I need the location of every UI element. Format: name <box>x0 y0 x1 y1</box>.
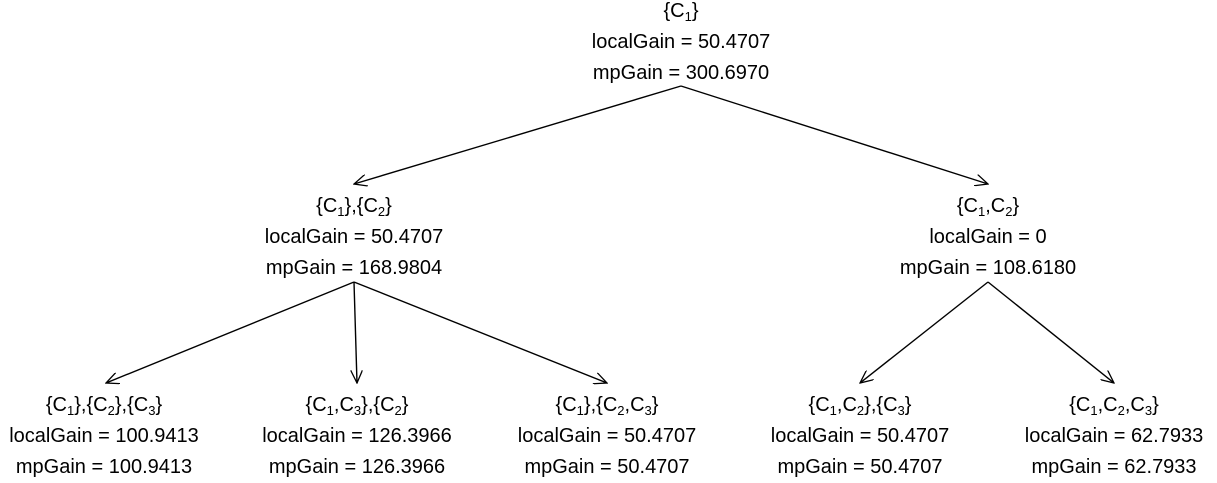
tree-node-root: {C1} localGain = 50.4707 mpGain = 300.69… <box>561 0 801 89</box>
tree-node-right-left: {C1,C2},{C3} localGain = 50.4707 mpGain … <box>740 390 980 483</box>
tree-node-left-middle: {C1,C3},{C2} localGain = 126.3966 mpGain… <box>237 390 477 483</box>
tree-node-right: {C1,C2} localGain = 0 mpGain = 108.6180 <box>868 191 1108 284</box>
node-set-label: {C1},{C2} <box>316 195 392 219</box>
subscript-index: 3 <box>897 403 905 418</box>
node-set-label: {C1,C2},{C3} <box>808 394 912 418</box>
subscript-index: 3 <box>353 403 362 418</box>
subscript-index: 1 <box>1090 403 1098 418</box>
edge-left-to-left-middle <box>354 281 357 383</box>
node-mp-gain: mpGain = 168.9804 <box>265 257 443 279</box>
node-set-label: {C1,C2,C3} <box>1069 394 1159 418</box>
node-mp-gain: mpGain = 50.4707 <box>524 456 690 478</box>
node-local-gain: localGain = 100.9413 <box>9 425 199 447</box>
node-mp-gain: mpGain = 108.6180 <box>899 257 1077 279</box>
edge-root-to-right <box>680 85 988 184</box>
edge-left-to-left-right <box>353 281 607 383</box>
subscript-index: 2 <box>1117 403 1125 418</box>
subscript-index: 1 <box>829 403 837 418</box>
tree-node-left: {C1},{C2} localGain = 50.4707 mpGain = 1… <box>234 191 474 284</box>
node-local-gain: localGain = 62.7933 <box>1024 425 1204 447</box>
node-set-label: {C1},{C2},{C3} <box>45 394 163 418</box>
edge-right-to-right-left <box>860 281 989 383</box>
subscript-index: 2 <box>617 403 625 418</box>
edge-right-to-right-right <box>987 281 1114 383</box>
node-local-gain: localGain = 50.4707 <box>264 226 444 248</box>
subscript-index: 2 <box>394 403 402 418</box>
subscript-index: 2 <box>377 204 386 219</box>
node-mp-gain: mpGain = 126.3966 <box>268 456 446 478</box>
node-local-gain: localGain = 50.4707 <box>517 425 697 447</box>
tree-node-left-right: {C1},{C2,C3} localGain = 50.4707 mpGain … <box>487 390 727 483</box>
node-set-label: {C1},{C2,C3} <box>555 394 659 418</box>
edge-root-to-left <box>354 85 682 184</box>
edge-left-to-left-left <box>106 281 355 383</box>
node-mp-gain: mpGain = 100.9413 <box>15 456 193 478</box>
subscript-index: 2 <box>856 403 865 418</box>
subscript-index: 3 <box>1144 403 1153 418</box>
node-mp-gain: mpGain = 50.4707 <box>777 456 943 478</box>
node-mp-gain: mpGain = 300.6970 <box>592 62 770 84</box>
node-local-gain: localGain = 50.4707 <box>770 425 950 447</box>
tree-node-right-right: {C1,C2,C3} localGain = 62.7933 mpGain = … <box>994 390 1217 483</box>
subscript-index: 1 <box>576 403 584 418</box>
node-local-gain: localGain = 0 <box>929 226 1047 248</box>
subscript-index: 1 <box>977 204 986 219</box>
node-set-label: {C1,C2} <box>956 195 1020 219</box>
node-set-label: {C1,C3},{C2} <box>305 394 409 418</box>
subscript-index: 2 <box>1005 204 1013 219</box>
subscript-index: 3 <box>148 403 156 418</box>
node-local-gain: localGain = 126.3966 <box>262 425 452 447</box>
subscript-index: 3 <box>644 403 652 418</box>
tree-node-left-left: {C1},{C2},{C3} localGain = 100.9413 mpGa… <box>0 390 224 483</box>
subscript-index: 2 <box>107 403 115 418</box>
subscript-index: 1 <box>66 403 75 418</box>
node-local-gain: localGain = 50.4707 <box>591 31 771 53</box>
node-set-label: {C1} <box>663 0 699 24</box>
node-mp-gain: mpGain = 62.7933 <box>1031 456 1197 478</box>
subscript-index: 1 <box>326 403 334 418</box>
subscript-index: 1 <box>684 9 692 24</box>
subscript-index: 1 <box>337 204 345 219</box>
